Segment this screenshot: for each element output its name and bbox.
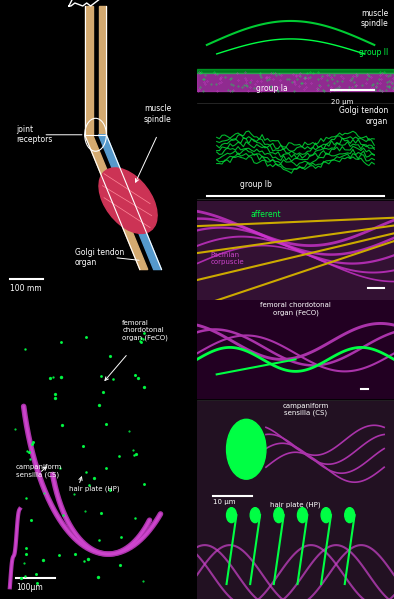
Circle shape [274,507,284,522]
Circle shape [227,507,236,522]
Text: 20 μm: 20 μm [331,99,353,105]
Circle shape [345,507,355,522]
Text: hair plate (HP): hair plate (HP) [69,485,119,492]
Text: femoral
chordotonal
organ (FeCO): femoral chordotonal organ (FeCO) [122,320,168,341]
Text: hair plate (HP): hair plate (HP) [270,502,321,508]
Text: muscle
spindle: muscle spindle [144,104,171,123]
Circle shape [250,507,260,522]
Ellipse shape [99,168,157,234]
Circle shape [297,507,307,522]
Polygon shape [98,135,162,270]
Text: 10 μm: 10 μm [213,498,235,505]
Text: Golgi tendon
organ: Golgi tendon organ [75,248,124,267]
Polygon shape [85,6,93,135]
Text: group Ib: group Ib [240,180,272,189]
Text: muscle
spindle: muscle spindle [361,9,388,28]
Text: group Ia: group Ia [256,84,288,93]
Text: group II: group II [359,48,388,57]
Circle shape [321,507,331,522]
Polygon shape [98,6,106,135]
Text: 100μm: 100μm [16,583,43,592]
Text: joint
receptors: joint receptors [16,125,52,144]
Text: afferent: afferent [251,210,281,219]
Polygon shape [85,135,148,270]
Text: 100 mm: 100 mm [10,283,41,292]
Circle shape [227,419,266,479]
Text: campaniform
sensilla (CS): campaniform sensilla (CS) [16,464,62,478]
Text: Golgi tendon
organ: Golgi tendon organ [339,107,388,126]
Text: femoral chordotonal
organ (FeCO): femoral chordotonal organ (FeCO) [260,302,331,316]
Text: campaniform
sensilla (CS): campaniform sensilla (CS) [282,403,329,416]
Text: Pacinian
corpuscle: Pacinian corpuscle [211,252,244,265]
